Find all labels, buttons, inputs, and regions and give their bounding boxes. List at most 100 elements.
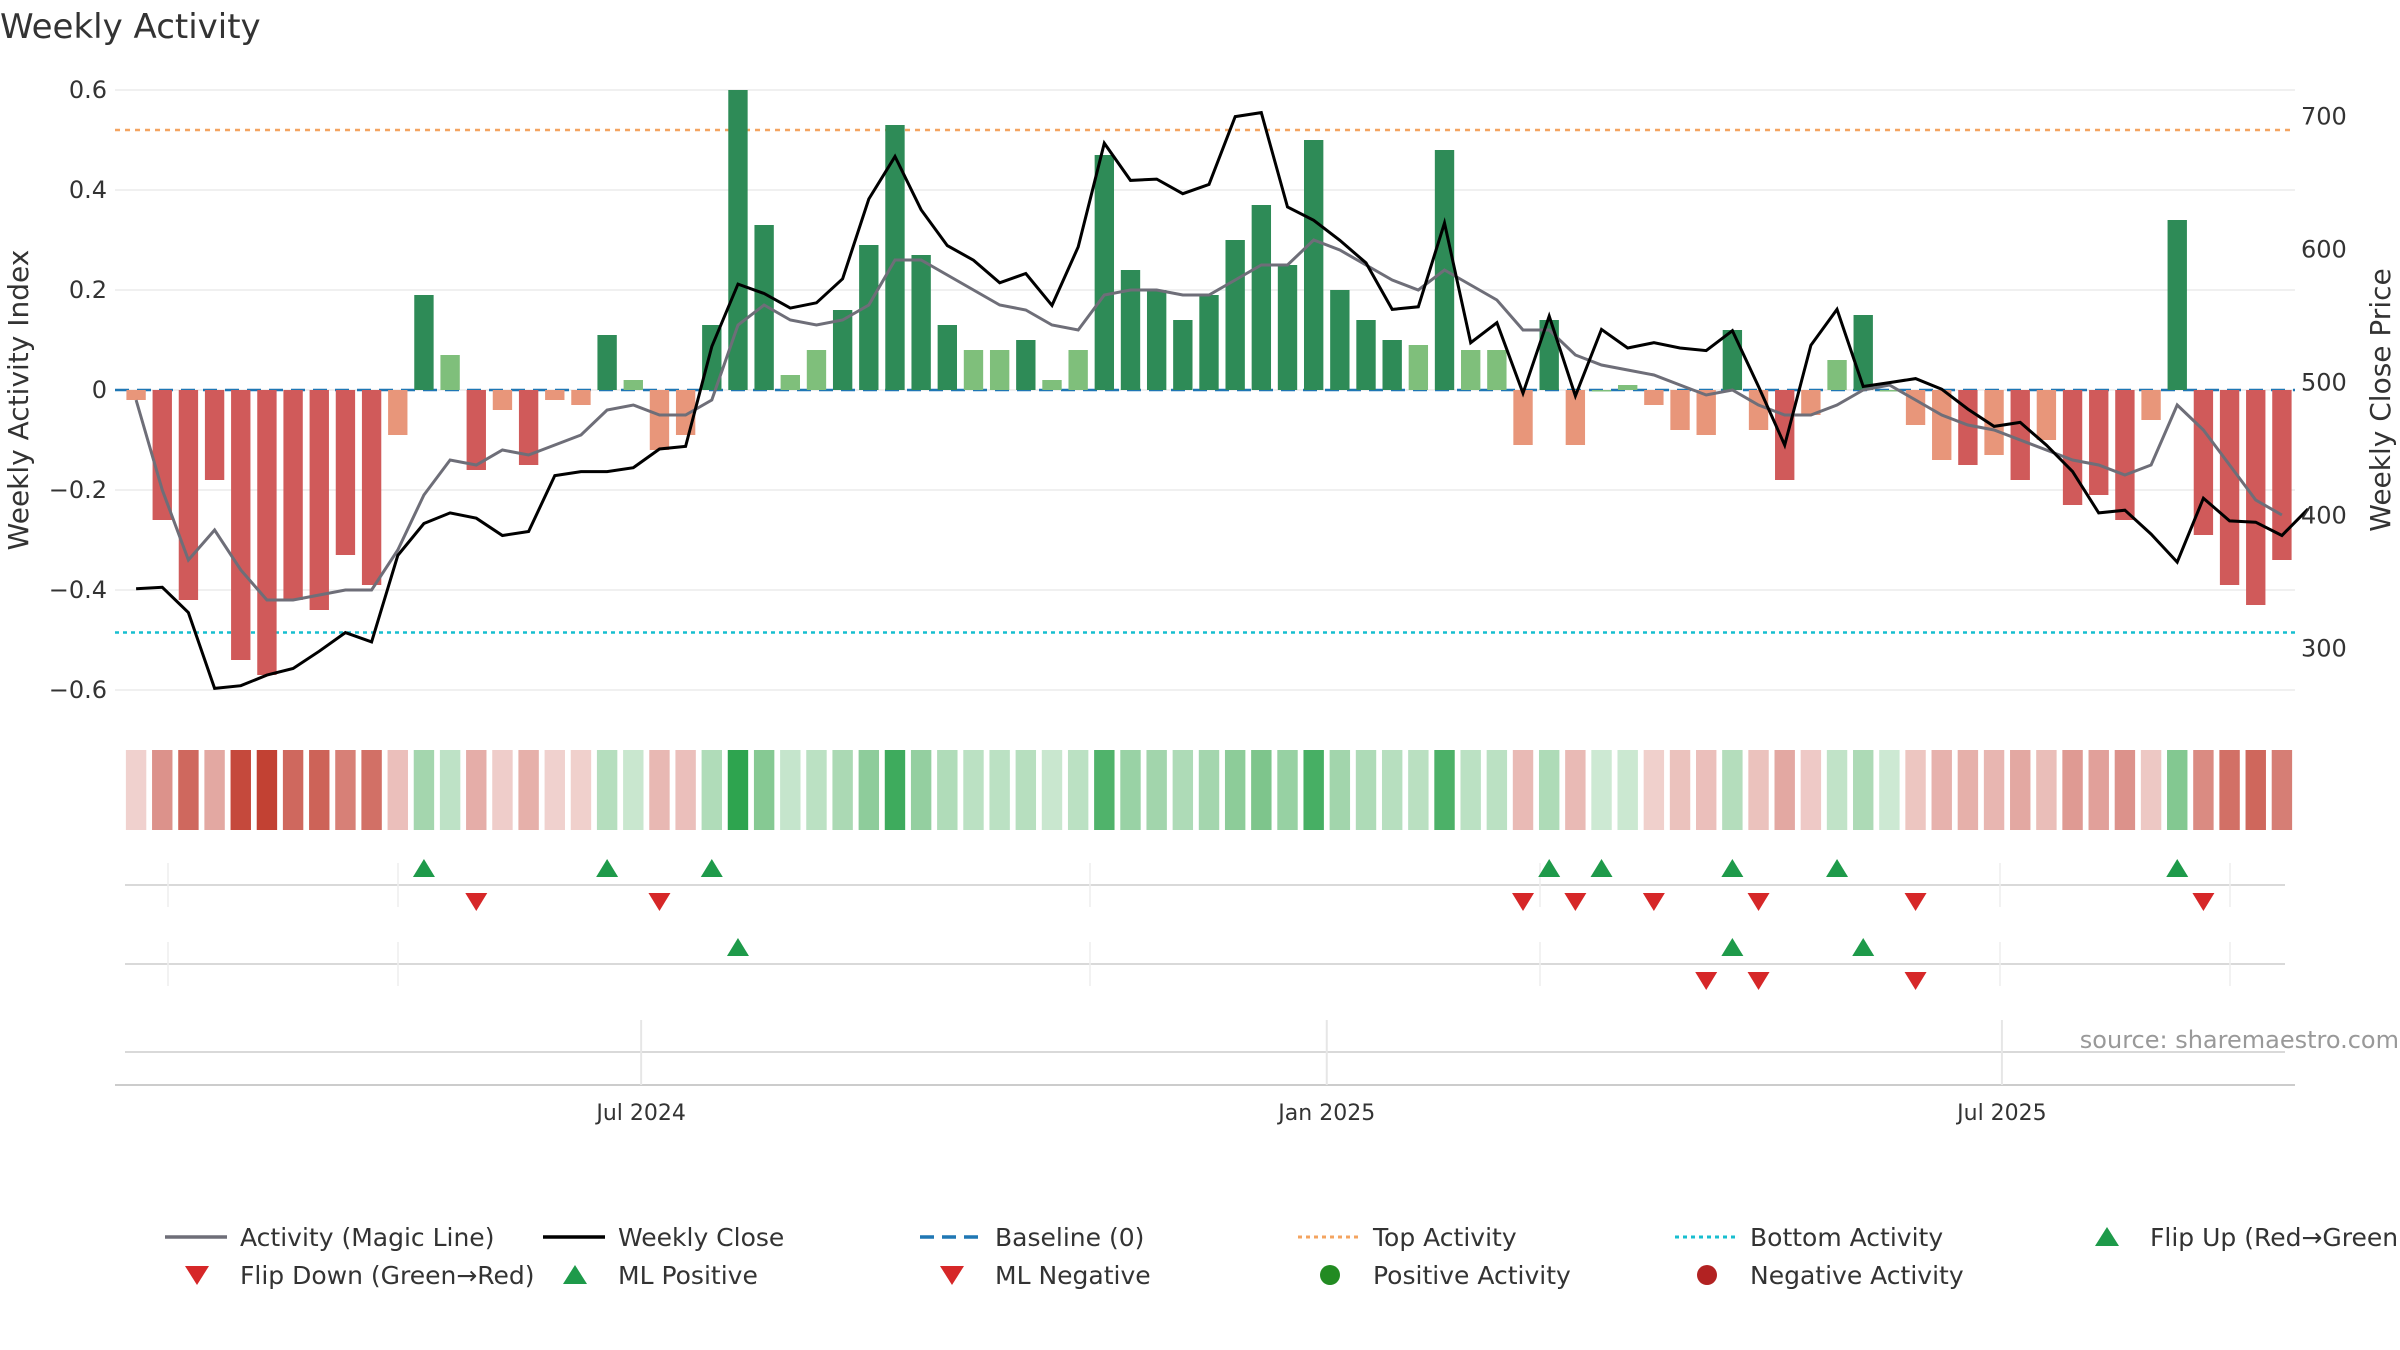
heat-cell xyxy=(256,750,278,830)
activity-bar xyxy=(1696,390,1716,435)
heat-cell xyxy=(780,750,801,830)
activity-bar xyxy=(597,335,617,390)
heat-cell xyxy=(309,750,330,830)
heat-cell xyxy=(884,750,906,830)
legend-label: ML Negative xyxy=(995,1261,1151,1290)
heat-cell xyxy=(989,750,1010,830)
activity-bar xyxy=(440,355,460,390)
heat-cell xyxy=(1905,750,1926,830)
flip-up-marker xyxy=(700,859,723,877)
flip-down-marker xyxy=(1642,893,1665,911)
x-tick-label: Jan 2025 xyxy=(1276,1101,1375,1126)
activity-bar xyxy=(1539,320,1559,390)
activity-bar xyxy=(309,390,329,610)
heat-cell xyxy=(1434,750,1455,830)
weekly-close-line xyxy=(136,110,2310,691)
heat-cell xyxy=(2010,750,2031,830)
heat-cell xyxy=(1538,750,1560,830)
y-tick-label: 0.4 xyxy=(69,176,107,204)
activity-bar xyxy=(885,125,905,390)
heat-cell xyxy=(1303,750,1324,830)
heat-cell xyxy=(1146,750,1167,830)
ml-positive-marker xyxy=(1852,938,1875,956)
flip-down-marker xyxy=(1904,893,1927,911)
activity-bars xyxy=(126,90,2292,675)
heat-cell xyxy=(1251,750,1272,830)
heat-cell xyxy=(1355,750,1377,830)
series-lines xyxy=(134,110,2310,691)
legend-label: Flip Up (Red→Green) xyxy=(2150,1223,2400,1252)
activity-bar xyxy=(2167,220,2187,390)
heat-cell xyxy=(1329,750,1351,830)
activity-bar xyxy=(1330,290,1350,390)
flip-down-marker xyxy=(648,893,671,911)
activity-bar xyxy=(1487,350,1507,390)
y-axis-label: Weekly Activity Index xyxy=(2,250,35,551)
activity-bar xyxy=(466,390,486,470)
flip-up-marker xyxy=(2166,859,2189,877)
activity-bar xyxy=(806,350,827,390)
activity-bar xyxy=(1591,390,1612,392)
heat-cell xyxy=(466,750,487,830)
y-tick-label: −0.2 xyxy=(49,476,107,504)
activity-bar xyxy=(1984,390,2004,455)
heat-cell xyxy=(1617,750,1638,830)
signal-rows xyxy=(125,859,2285,1053)
ml-negative-marker xyxy=(1747,972,1770,990)
legend-swatch xyxy=(2095,1227,2119,1246)
activity-bar xyxy=(1146,290,1167,390)
activity-bar xyxy=(1199,295,1219,390)
heat-cell xyxy=(1094,750,1115,830)
activity-bar xyxy=(937,325,957,390)
activity-bar xyxy=(728,90,748,390)
heat-cell xyxy=(1120,750,1141,830)
flip-up-marker xyxy=(1826,859,1849,877)
flip-up-marker xyxy=(596,859,619,877)
source-note: source: sharemaestro.com xyxy=(2080,1026,2399,1054)
activity-bar xyxy=(2010,390,2030,480)
activity-bar xyxy=(754,225,774,390)
heat-cell xyxy=(753,750,775,830)
activity-bar xyxy=(1356,320,1376,390)
heat-cell xyxy=(387,750,408,830)
heat-cell xyxy=(1879,750,1900,830)
heat-cell xyxy=(1983,750,2005,830)
activity-bar xyxy=(1042,380,1062,390)
activity-bar xyxy=(361,390,382,585)
activity-bar xyxy=(126,390,146,400)
heat-cell xyxy=(1486,750,1508,830)
heat-cell xyxy=(544,750,565,830)
y-tick-label: −0.6 xyxy=(49,676,107,704)
heat-cell xyxy=(1774,750,1795,830)
y2-tick-label: 500 xyxy=(2301,369,2347,397)
heat-cell xyxy=(413,750,435,830)
activity-heat-strip xyxy=(125,750,2293,830)
legend-label: Positive Activity xyxy=(1373,1261,1571,1290)
heat-cell xyxy=(596,750,618,830)
heat-cell xyxy=(1643,750,1665,830)
legend-label: Top Activity xyxy=(1372,1223,1517,1252)
y-axis-left: 0.6 0.4 0.2 0 −0.2 −0.4 −0.6 xyxy=(49,76,107,704)
activity-bar xyxy=(1251,205,1272,390)
activity-bar xyxy=(1225,240,1245,390)
activity-bar xyxy=(1853,315,1873,390)
heat-cell xyxy=(1957,750,1979,830)
activity-bar xyxy=(571,390,591,405)
activity-bar xyxy=(545,390,565,400)
flip-up-marker xyxy=(1538,859,1561,877)
heat-cell xyxy=(1224,750,1246,830)
activity-bar xyxy=(1461,350,1481,390)
heat-cell xyxy=(1198,750,1220,830)
heat-cell xyxy=(2036,750,2057,830)
activity-bar xyxy=(178,390,199,600)
heat-cell xyxy=(282,750,304,830)
activity-bar xyxy=(1775,390,1795,480)
ml-negative-marker xyxy=(1904,972,1927,990)
activity-bar xyxy=(1016,340,1036,390)
activity-bar xyxy=(832,310,853,390)
legend-label: Activity (Magic Line) xyxy=(240,1223,494,1252)
flip-down-marker xyxy=(465,893,488,911)
heat-cell xyxy=(230,750,251,830)
magic-line xyxy=(134,238,2283,602)
heat-cell xyxy=(832,750,853,830)
